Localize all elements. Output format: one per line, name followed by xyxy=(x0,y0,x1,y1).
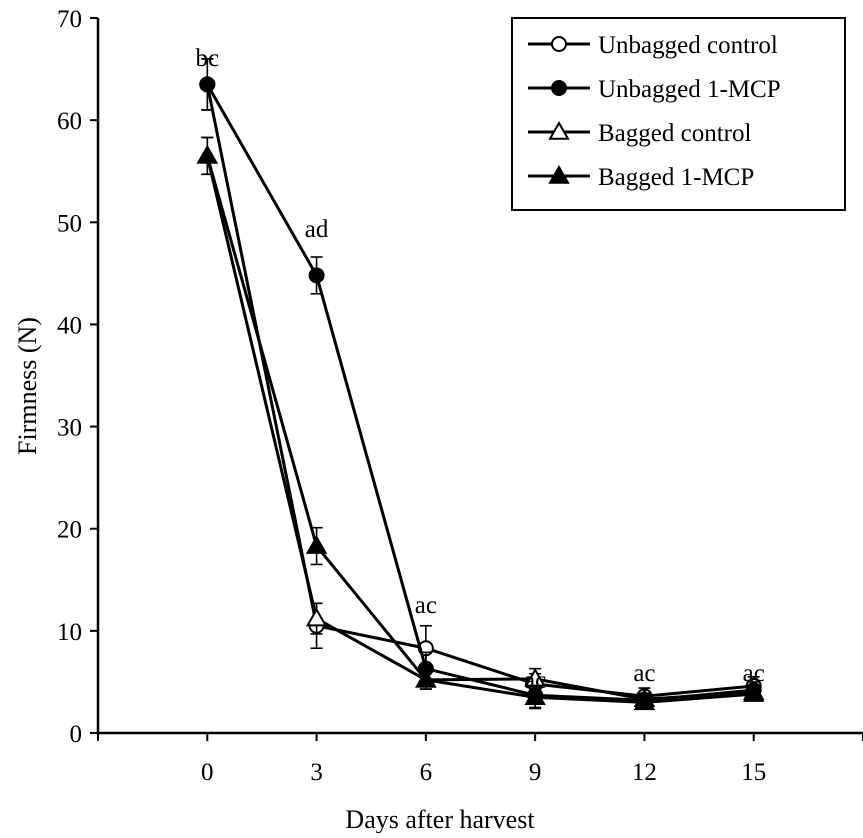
data-point xyxy=(548,120,570,140)
x-tick-label: 15 xyxy=(741,759,766,786)
y-tick-label: 70 xyxy=(57,6,82,33)
significance-label: ac xyxy=(743,660,765,687)
data-point xyxy=(524,667,546,687)
data-point xyxy=(633,691,656,711)
series-group xyxy=(196,58,765,711)
legend: Unbagged control Unbagged 1-MCP Bagged con… xyxy=(511,17,846,211)
legend-label: Unbagged 1-MCP xyxy=(598,76,781,103)
x-tick-label: 9 xyxy=(529,759,542,786)
series-line xyxy=(205,155,754,704)
data-point xyxy=(196,144,219,164)
data-point xyxy=(742,683,765,702)
axes xyxy=(96,18,863,735)
data-point xyxy=(199,76,216,93)
x-tick-label: 12 xyxy=(632,759,657,786)
data-point xyxy=(305,535,328,554)
data-point xyxy=(524,686,546,705)
y-tick-label: 10 xyxy=(57,619,82,646)
significance-label: ac xyxy=(633,660,655,687)
x-tick-label: 6 xyxy=(420,759,433,786)
tick-labels: 0 10 20 30 40 50 60 70 0 3 6 9 12 15 xyxy=(57,6,863,786)
y-tick-label: 30 xyxy=(57,415,82,442)
significance-label: ac xyxy=(415,592,437,619)
significance-label: ad xyxy=(305,216,329,243)
legend-label: Bagged control xyxy=(598,120,751,147)
significance-label: bc xyxy=(195,45,219,72)
series-line xyxy=(205,155,754,701)
x-tick-label: 0 xyxy=(201,759,214,786)
axis-titles: Days after harvest Firmness (N) xyxy=(13,317,535,834)
y-tick-label: 20 xyxy=(57,517,82,544)
y-tick-label: 60 xyxy=(57,108,82,135)
y-axis-title: Firmness (N) xyxy=(13,317,42,455)
data-point xyxy=(305,607,328,627)
y-tick-label: 0 xyxy=(70,721,83,748)
legend-box xyxy=(511,17,846,211)
x-tick-label: 3 xyxy=(310,759,323,786)
data-point xyxy=(415,668,437,688)
series-bagged-1-mcp xyxy=(196,136,765,711)
significance-labels: bc ad ac ac ac ac xyxy=(195,45,764,694)
data-point xyxy=(308,267,325,284)
data-point xyxy=(551,80,567,96)
y-tick-label: 50 xyxy=(57,210,82,237)
significance-label: ac xyxy=(524,667,546,694)
x-axis-title: Days after harvest xyxy=(345,805,535,833)
legend-label: Bagged 1-MCP xyxy=(598,164,754,191)
y-tick-label: 40 xyxy=(57,312,82,339)
legend-label: Unbagged control xyxy=(598,32,778,59)
data-point xyxy=(548,164,570,184)
data-point xyxy=(551,36,567,52)
